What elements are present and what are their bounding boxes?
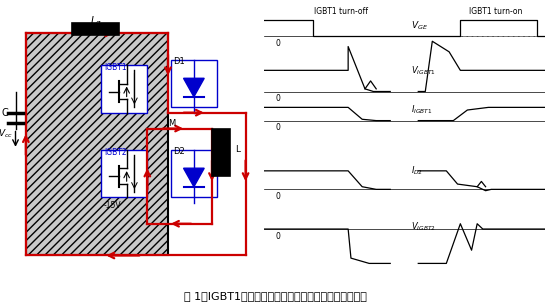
Text: IGBT1 turn-off: IGBT1 turn-off: [314, 7, 368, 16]
Text: 0: 0: [276, 232, 280, 241]
Text: D1: D1: [173, 57, 185, 66]
Text: $I_{IGBT1}$: $I_{IGBT1}$: [411, 104, 433, 116]
Text: $V_{IGBT2}$: $V_{IGBT2}$: [411, 220, 436, 233]
Text: IGBT1: IGBT1: [104, 63, 127, 72]
Bar: [101, 150, 147, 197]
Text: L: L: [235, 145, 240, 154]
Bar: [170, 150, 217, 197]
Polygon shape: [184, 168, 204, 187]
Text: $V_{cc}$: $V_{cc}$: [0, 128, 13, 140]
Text: $L_\sigma$: $L_\sigma$: [90, 15, 102, 28]
Text: $V_{IGBT1}$: $V_{IGBT1}$: [411, 64, 436, 77]
Text: 0: 0: [276, 192, 280, 201]
Text: 图 1：IGBT1半桥电路和开启、关断时的电流与电压波形: 图 1：IGBT1半桥电路和开启、关断时的电流与电压波形: [184, 291, 366, 301]
Bar: [170, 60, 217, 107]
Text: -15V: -15V: [103, 201, 121, 210]
Text: 0: 0: [276, 39, 280, 48]
Text: 0: 0: [276, 123, 280, 132]
Bar: [101, 65, 147, 113]
Text: M: M: [168, 119, 175, 128]
Bar: [73, 23, 119, 35]
Text: C: C: [2, 108, 9, 118]
Text: $I_{D2}$: $I_{D2}$: [411, 164, 424, 177]
Bar: [26, 33, 168, 255]
Text: $V_{GE}$: $V_{GE}$: [411, 19, 428, 32]
Text: D2: D2: [173, 147, 185, 156]
Text: 0: 0: [276, 94, 280, 103]
Bar: [212, 129, 230, 176]
Polygon shape: [184, 78, 204, 97]
Text: IGBT2: IGBT2: [104, 148, 127, 157]
Text: IGBT1 turn-on: IGBT1 turn-on: [469, 7, 522, 16]
